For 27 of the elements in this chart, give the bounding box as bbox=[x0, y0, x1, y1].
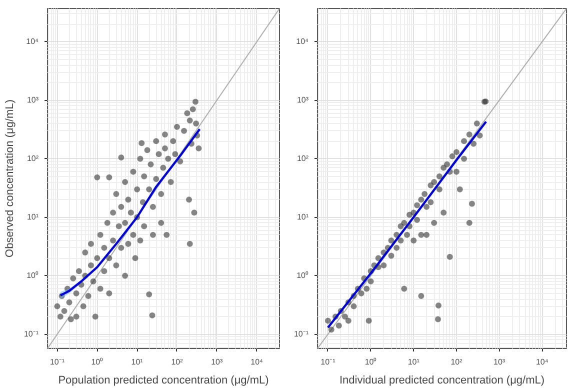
y-tick-label: 10¹ bbox=[26, 212, 39, 222]
x-tick-label: 10³ bbox=[211, 358, 224, 366]
x-tick-label: 10⁴ bbox=[250, 358, 264, 366]
x-tick-label: 10¹ bbox=[131, 358, 144, 366]
x-axis-title: Individual predicted concentration (μg/mL) bbox=[339, 374, 545, 386]
y-axis-title: Observed concentration (μg/mL) bbox=[4, 100, 16, 258]
y-tick-label: 10⁴ bbox=[26, 37, 40, 46]
y-tick-label: 10³ bbox=[296, 96, 309, 105]
x-tick-label: 10⁰ bbox=[91, 358, 104, 366]
x-axis-title: Population predicted concentration (μg/mL) bbox=[58, 374, 269, 386]
y-tick-label: 10⁻¹ bbox=[24, 330, 39, 339]
y-tick-label: 10² bbox=[296, 154, 309, 164]
x-tick-label: 10⁴ bbox=[536, 358, 549, 366]
y-tick-label: 10¹ bbox=[296, 212, 309, 222]
x-tick-label: 10² bbox=[171, 358, 184, 366]
x-tick-label: 10² bbox=[450, 358, 463, 366]
x-tick-label: 10⁰ bbox=[364, 358, 377, 366]
x-tick-label: 10⁻¹ bbox=[320, 358, 336, 366]
y-tick-label: 10⁰ bbox=[26, 271, 39, 280]
x-tick-label: 10³ bbox=[494, 358, 506, 366]
x-tick-label: 10⁻¹ bbox=[50, 358, 65, 366]
y-tick-label: 10⁰ bbox=[296, 271, 309, 280]
y-tick-label: 10² bbox=[26, 154, 39, 164]
y-tick-label: 10⁴ bbox=[296, 37, 310, 46]
y-tick-label: 10⁻¹ bbox=[294, 330, 309, 339]
y-tick-label: 10³ bbox=[26, 96, 39, 105]
x-tick-label: 10¹ bbox=[408, 358, 420, 366]
